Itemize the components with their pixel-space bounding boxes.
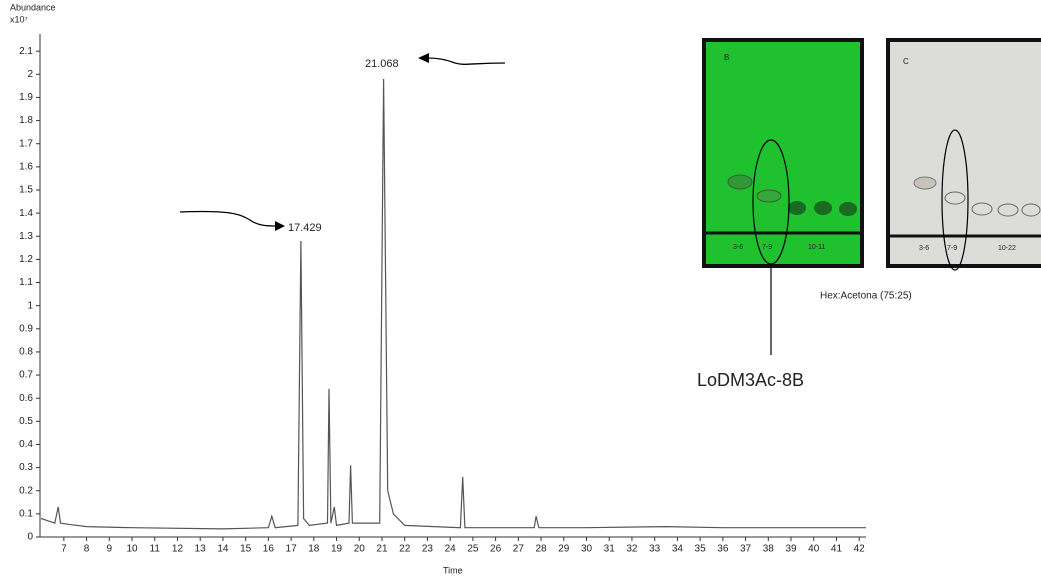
y-tick-label: 0.1 [19, 509, 33, 520]
arrow [179, 210, 279, 227]
caption: Hex:Acetona (75:25) [820, 291, 912, 302]
y-tick-label: 1 [27, 300, 33, 311]
y-tick-label: 0.6 [19, 393, 33, 404]
y-tick-label: 0.5 [19, 416, 33, 427]
x-tick-label: 38 [763, 544, 775, 555]
x-tick-label: 31 [604, 544, 616, 555]
y-tick-label: 1.8 [19, 115, 33, 126]
y-tick-label: 0.2 [19, 485, 33, 496]
y-tick-label: 1.1 [19, 277, 33, 288]
x-tick-label: 29 [558, 544, 570, 555]
x-tick-label: 21 [376, 544, 388, 555]
x-tick-label: 39 [785, 544, 797, 555]
y-tick-label: 2.1 [19, 46, 33, 57]
x-tick-label: 7 [61, 544, 67, 555]
x-tick-label: 27 [513, 544, 525, 555]
arrow [427, 57, 506, 65]
x-tick-label: 32 [626, 544, 638, 555]
callout-label: LoDM3Ac-8B [697, 370, 804, 390]
spot [913, 176, 937, 190]
x-tick-label: 42 [854, 544, 866, 555]
x-tick-label: 22 [399, 544, 411, 555]
x-tick-label: 17 [286, 544, 298, 555]
y-tick-label: 0.8 [19, 347, 33, 358]
y-tick-label: 0.7 [19, 370, 33, 381]
y-tick-label: 1.3 [19, 231, 33, 242]
y-tick-label: 0.9 [19, 323, 33, 334]
lane-label: 7-9 [762, 244, 772, 251]
x-tick-label: 10 [126, 544, 138, 555]
x-tick-label: 12 [172, 544, 184, 555]
x-tick-label: 18 [308, 544, 320, 555]
lane-label: 3-6 [919, 245, 929, 252]
tlc-plate [702, 38, 864, 268]
y-axis-label: Abundance [10, 2, 56, 12]
x-tick-label: 41 [831, 544, 843, 555]
y-tick-label: 1.9 [19, 92, 33, 103]
x-tick-label: 26 [490, 544, 502, 555]
x-tick-label: 23 [422, 544, 434, 555]
y-multiplier: x10⁷ [10, 14, 28, 24]
x-tick-label: 11 [150, 544, 161, 555]
spot [727, 174, 753, 190]
x-tick-label: 13 [195, 544, 207, 555]
x-tick-label: 35 [695, 544, 707, 555]
lane-label: 3-6 [733, 244, 743, 251]
x-tick-label: 15 [240, 544, 252, 555]
lane-label: 10-11 [808, 244, 825, 251]
x-tick-label: 33 [649, 544, 661, 555]
y-tick-label: 0.3 [19, 462, 33, 473]
x-tick-label: 24 [445, 544, 457, 555]
y-tick-label: 1.7 [19, 138, 33, 149]
circle-mark [941, 129, 969, 271]
x-tick-label: 25 [467, 544, 479, 555]
spot [814, 201, 832, 215]
lane-label: 10-22 [998, 245, 1016, 252]
peak-label: 17.429 [288, 222, 322, 234]
x-tick-label: 28 [535, 544, 547, 555]
arrowhead [275, 221, 285, 231]
plate-label: C [903, 57, 909, 66]
spot [971, 202, 993, 216]
y-tick-label: 1.4 [19, 208, 33, 219]
circle-mark [752, 139, 790, 265]
x-tick-label: 34 [672, 544, 684, 555]
x-tick-label: 36 [717, 544, 729, 555]
spot [1021, 203, 1041, 217]
peak-label: 21.068 [365, 58, 399, 70]
y-tick-label: 0 [27, 532, 33, 543]
x-tick-label: 40 [808, 544, 820, 555]
spot [839, 202, 857, 216]
x-tick-label: 30 [581, 544, 593, 555]
y-tick-label: 1.2 [19, 254, 33, 265]
x-tick-label: 8 [84, 544, 90, 555]
y-tick-label: 1.5 [19, 185, 33, 196]
x-tick-label: 19 [331, 544, 343, 555]
y-tick-label: 1.6 [19, 162, 33, 173]
arrowhead [418, 53, 429, 63]
spot [944, 191, 966, 205]
x-tick-label: 37 [740, 544, 752, 555]
spot [756, 189, 782, 203]
data-line [40, 78, 866, 530]
spot [788, 201, 806, 215]
x-tick-label: 16 [263, 544, 275, 555]
y-tick-label: 2 [27, 69, 33, 80]
x-tick-label: 20 [354, 544, 366, 555]
x-tick-label: 9 [107, 544, 113, 555]
y-tick-label: 0.4 [19, 439, 33, 450]
x-axis-label: Time [443, 565, 463, 575]
lane-label: 7-9 [947, 245, 957, 252]
x-tick-label: 14 [217, 544, 229, 555]
plate-label: B [724, 53, 729, 62]
spot [997, 203, 1019, 217]
